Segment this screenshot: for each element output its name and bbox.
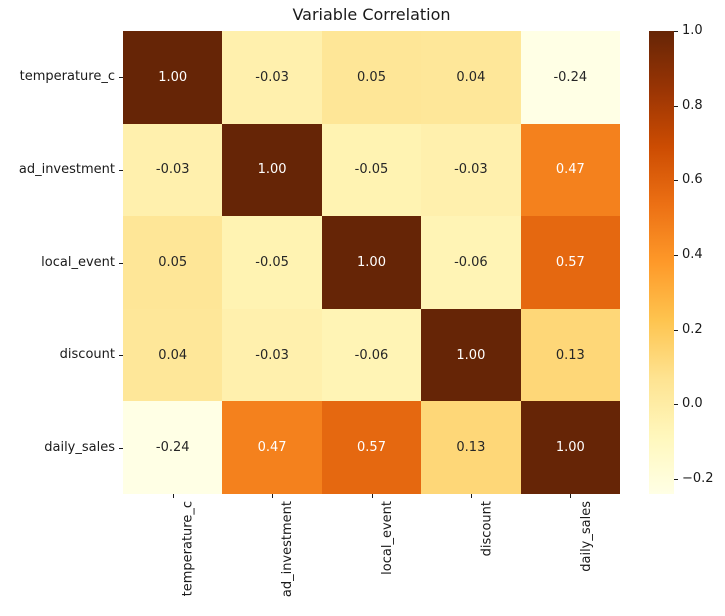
heatmap-cell: 0.47 [222, 401, 322, 494]
colorbar-tick [674, 31, 678, 32]
x-tick-label-text: temperature_c [180, 501, 196, 597]
colorbar-tick-label: 1.0 [682, 23, 703, 38]
x-tick [470, 494, 472, 498]
x-tick [272, 494, 274, 498]
x-tick-label-text: ad_investment [280, 501, 296, 598]
heatmap-cell: 1.00 [421, 308, 521, 402]
chart-title: Variable Correlation [292, 5, 451, 24]
heatmap-cell: 0.04 [421, 31, 521, 124]
y-tick [119, 77, 123, 79]
colorbar-tick-label: 0.4 [682, 247, 703, 263]
heatmap-cell: 0.13 [520, 308, 620, 402]
x-tick-label-text: daily_sales [578, 501, 594, 572]
heatmap-cell: -0.24 [520, 31, 620, 124]
heatmap-cell: -0.03 [222, 308, 322, 402]
heatmap-cell: 1.00 [222, 123, 322, 217]
y-tick [119, 262, 123, 264]
heatmap-cell: -0.06 [321, 308, 422, 402]
x-tick [371, 494, 373, 498]
heatmap-cell: -0.05 [321, 123, 422, 217]
y-tick-label: daily_sales [44, 439, 115, 455]
heatmap-cell: -0.24 [123, 401, 223, 494]
x-tick [570, 494, 572, 498]
colorbar [649, 31, 674, 494]
heatmap-cell: 1.00 [520, 401, 620, 494]
y-tick [119, 169, 123, 171]
y-tick [119, 447, 123, 449]
y-tick-label: local_event [41, 254, 115, 270]
heatmap-cell: 0.57 [321, 401, 422, 494]
heatmap-cell: 0.04 [123, 308, 223, 402]
heatmap-grid: 1.00 -0.03 0.05 0.04 -0.24 -0.03 1.00 -0.05 -0.0… [123, 31, 620, 494]
heatmap-cell: -0.03 [222, 31, 322, 124]
colorbar-tick [674, 479, 678, 481]
colorbar-tick [674, 180, 678, 182]
colorbar-tick-label: 0.6 [682, 172, 703, 188]
heatmap-cell: -0.06 [421, 216, 521, 309]
colorbar-tick [674, 255, 678, 257]
heatmap-cell: 0.57 [520, 216, 620, 309]
heatmap-cell: 0.47 [520, 123, 620, 217]
colorbar-tick [674, 404, 678, 406]
heatmap-cell: -0.03 [123, 123, 223, 217]
y-tick-label: ad_investment [18, 161, 115, 177]
x-tick-label-text: local_event [379, 501, 395, 575]
colorbar-tick [674, 105, 678, 107]
heatmap-cell: 0.05 [321, 31, 422, 124]
x-tick-label-text: discount [478, 501, 494, 557]
heatmap-cell: -0.05 [222, 216, 322, 309]
heatmap-cell: 0.13 [421, 401, 521, 494]
x-tick [172, 494, 174, 498]
y-tick [119, 355, 123, 357]
y-tick-label: discount [59, 347, 115, 363]
colorbar-tick [674, 329, 678, 331]
heatmap-cell: 1.00 [321, 216, 422, 309]
heatmap-cell: -0.03 [421, 123, 521, 217]
colorbar-tick-label: −0.2 [682, 471, 714, 487]
y-tick-label: temperature_c [19, 69, 115, 85]
colorbar-tick-label: 0.2 [682, 321, 703, 337]
colorbar-tick-label: 0.0 [682, 396, 703, 412]
heatmap-cell: 0.05 [123, 216, 223, 309]
colorbar-tick-label: 0.8 [682, 97, 703, 113]
heatmap-cell: 1.00 [123, 31, 223, 124]
